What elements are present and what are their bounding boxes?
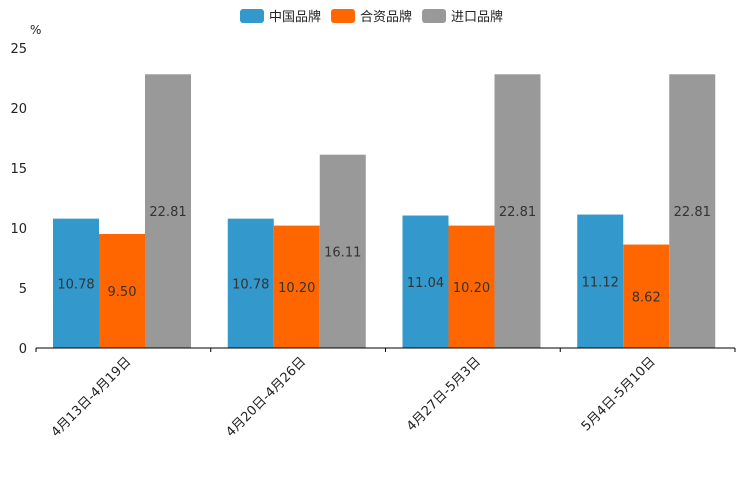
x-tick-label: 4月20日-4月26日 xyxy=(223,354,309,440)
legend-swatch xyxy=(240,9,264,23)
y-axis-unit-label: % xyxy=(30,23,41,37)
bar-group: 10.78 10.78 11.04 11.12 9.50 10.20 10.20 8.62 22… xyxy=(53,74,716,348)
data-label: 8.62 xyxy=(632,290,661,305)
y-tick-label: 15 xyxy=(10,162,27,177)
bar-2-1 xyxy=(99,234,145,348)
bar-1-1 xyxy=(53,218,99,348)
bar-3-1 xyxy=(145,74,191,348)
bar-3-2 xyxy=(319,154,366,348)
y-tick-label: 0 xyxy=(19,342,27,357)
bar-1-3 xyxy=(402,215,449,348)
bar-1-2 xyxy=(227,218,274,348)
bar-2-2 xyxy=(273,225,320,348)
y-tick-label: 10 xyxy=(10,222,27,237)
data-label: 10.78 xyxy=(232,277,269,292)
y-tick-label: 25 xyxy=(10,42,27,57)
data-label: 22.81 xyxy=(674,205,711,220)
x-tick-label: 4月27日-5月3日 xyxy=(404,354,484,434)
y-tick-label: 5 xyxy=(19,282,27,297)
legend-swatch xyxy=(422,9,447,23)
bar-2-3 xyxy=(448,225,495,348)
data-label: 10.20 xyxy=(453,281,490,296)
data-label: 11.12 xyxy=(582,275,619,290)
legend-item-3[interactable]: 进口品牌 xyxy=(422,9,503,25)
data-label: 22.81 xyxy=(499,205,536,220)
legend-label: 中国品牌 xyxy=(269,9,321,25)
bar-2-4 xyxy=(623,244,670,348)
legend-item-1[interactable]: 中国品牌 xyxy=(240,9,321,25)
bar-3-3 xyxy=(494,74,541,348)
legend-label: 进口品牌 xyxy=(451,9,503,25)
data-label: 11.04 xyxy=(407,276,444,291)
data-label: 9.50 xyxy=(108,285,137,300)
legend-label: 合资品牌 xyxy=(360,9,412,25)
y-tick-label: 20 xyxy=(10,102,27,117)
bar-3-4 xyxy=(669,74,716,348)
legend: 中国品牌 合资品牌 进口品牌 xyxy=(240,9,503,25)
legend-item-2[interactable]: 合资品牌 xyxy=(331,9,412,25)
x-tick-label: 5月4日-5月10日 xyxy=(579,354,659,434)
data-label: 10.20 xyxy=(278,281,315,296)
data-label: 22.81 xyxy=(149,205,186,220)
bar-1-4 xyxy=(577,214,624,348)
x-axis: 4月13日-4月19日 4月20日-4月26日 4月27日-5月3日 5月4日-5月1… xyxy=(35,347,736,440)
data-label: 10.78 xyxy=(57,277,94,292)
y-axis: 0 5 10 15 20 25 xyxy=(10,42,27,357)
x-tick-label: 4月13日-4月19日 xyxy=(49,354,135,440)
data-label: 16.11 xyxy=(324,245,361,260)
legend-swatch xyxy=(331,9,356,23)
